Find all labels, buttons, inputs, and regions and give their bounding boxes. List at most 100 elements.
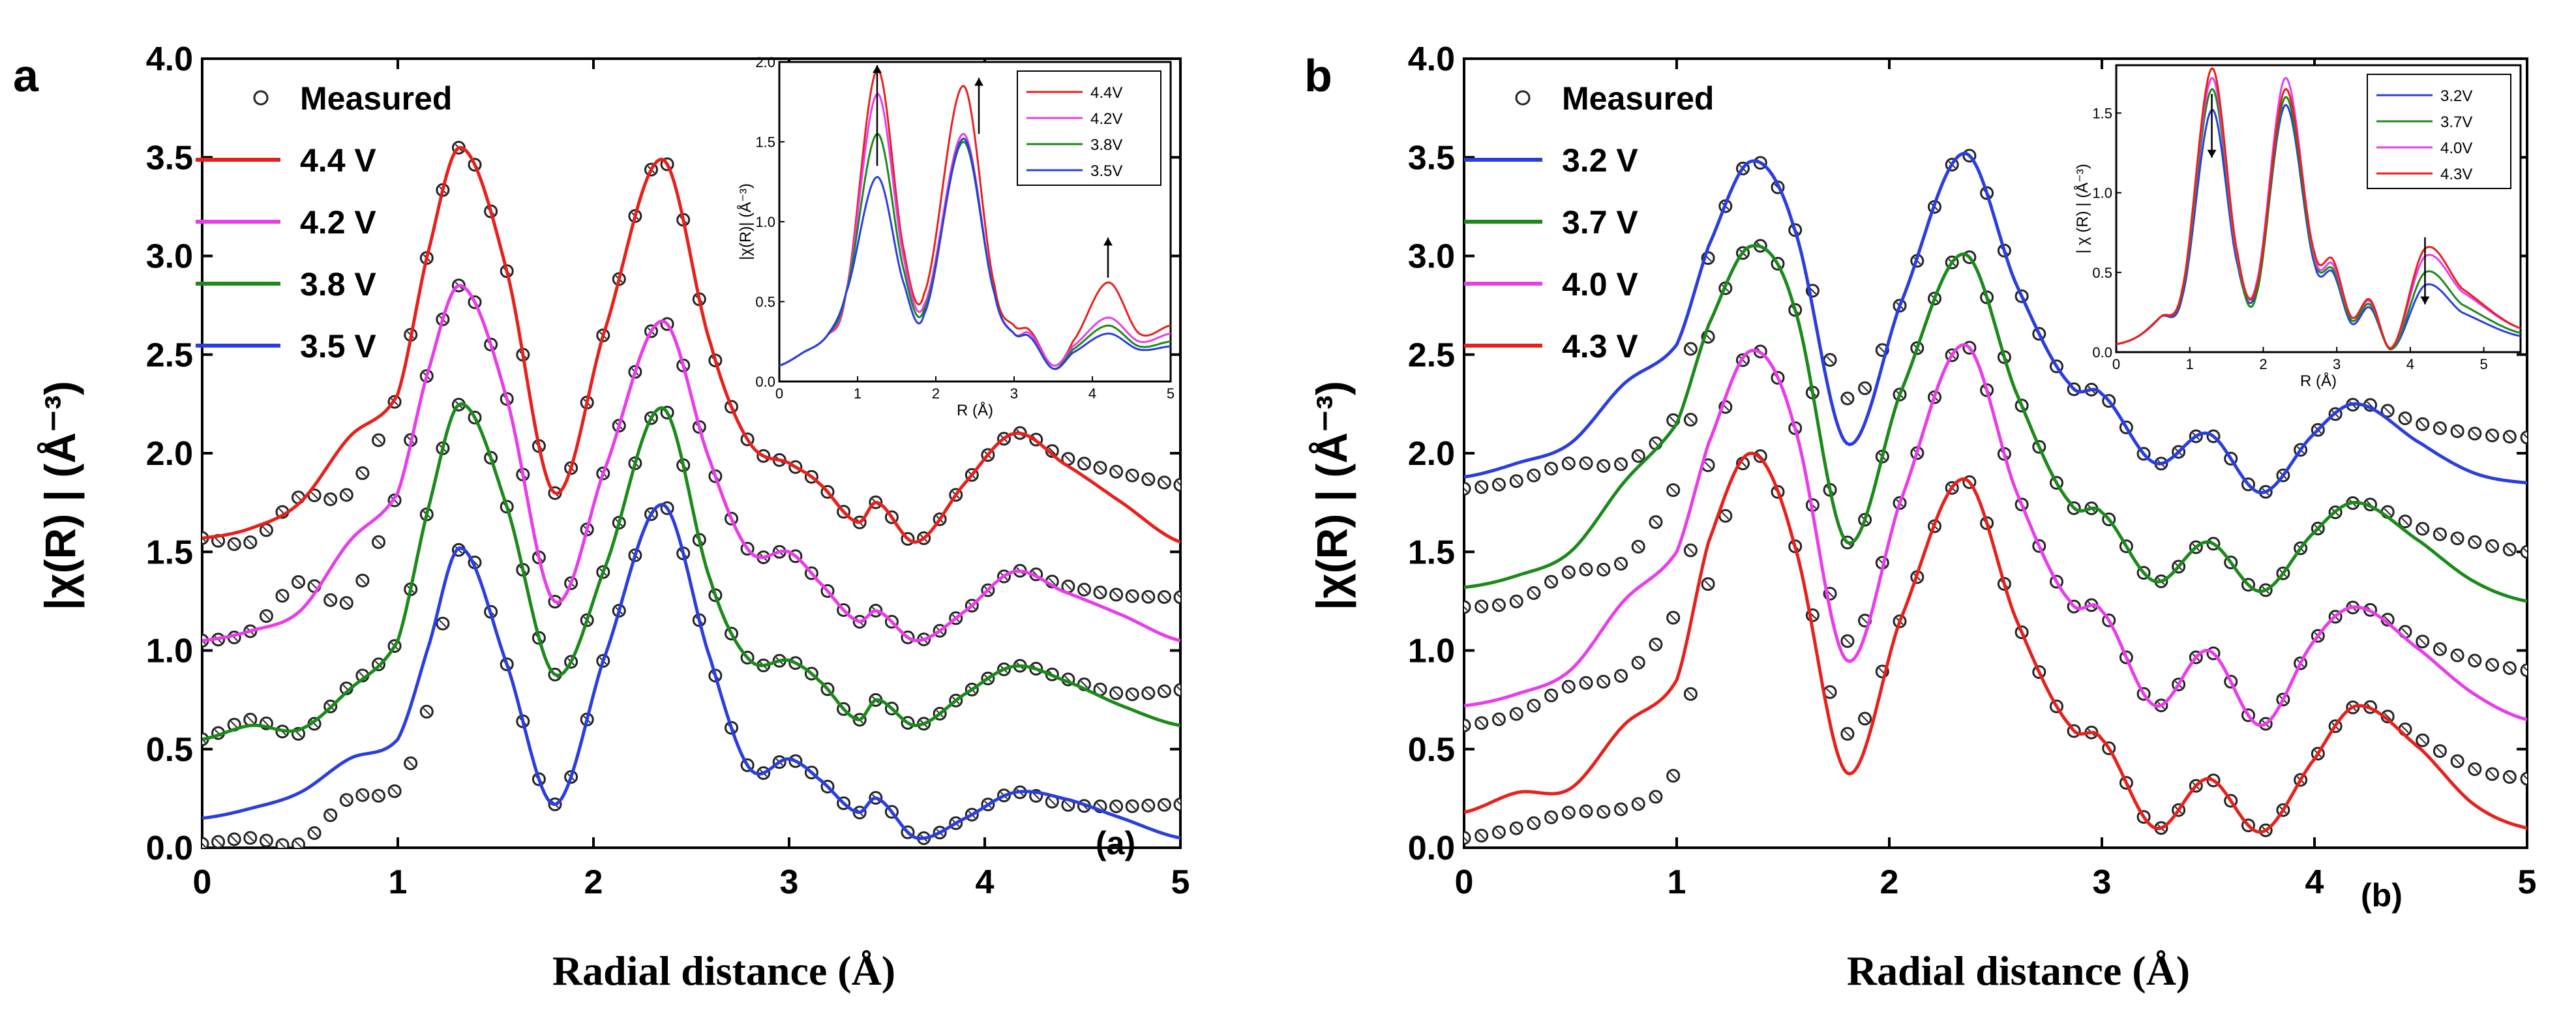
inset-legend-label: 3.7V <box>2440 113 2472 131</box>
measured-point-cross <box>1582 565 1590 573</box>
inset-x-tick-label: 0 <box>775 385 783 402</box>
inset-line-3-2V <box>2116 104 2521 351</box>
measured-point <box>1464 481 1471 496</box>
measured-point-cross <box>294 578 303 586</box>
measured-point-cross <box>342 796 351 804</box>
measured-point-cross <box>1478 719 1486 727</box>
measured-point-cross <box>2436 530 2444 538</box>
inset-x-tick-label: 1 <box>854 385 861 402</box>
panel-a-plot-area: 0 1 2 3 4 50.00.51.01.52.02.53.03.54.0Measure… <box>146 40 1190 901</box>
y-tick-label: 4.0 <box>146 40 193 78</box>
inset-x-tick-label: 2 <box>2259 356 2267 372</box>
measured-point-cross <box>1048 798 1056 806</box>
inset-legend-label: 3.8V <box>1090 136 1122 154</box>
measured-point-cross <box>262 719 271 728</box>
fit-line-4-0V <box>1464 343 2527 727</box>
measured-point-cross <box>1582 459 1590 468</box>
measured-point-cross <box>1617 560 1625 568</box>
measured-point-cross <box>1512 824 1520 832</box>
measured-point-cross <box>2418 525 2427 533</box>
inset-x-tick-label: 4 <box>2406 356 2414 372</box>
measured-point-cross <box>247 715 254 724</box>
series-3-2V <box>1464 149 2527 499</box>
panel-b-tag: (b) <box>2361 877 2403 914</box>
inset-x-tick-label: 5 <box>2480 356 2488 372</box>
measured-point-cross <box>342 599 351 607</box>
measured-point-cross <box>1160 479 1169 486</box>
measured-point-cross <box>2453 757 2461 766</box>
inset-line-4-3V <box>2116 67 2521 350</box>
measured-point-cross <box>1176 800 1180 805</box>
measured-point-cross <box>2401 414 2409 423</box>
measured-point-cross <box>1145 689 1152 697</box>
measured-point <box>2520 663 2527 678</box>
measured-point-cross <box>1686 690 1695 698</box>
measured-point-cross <box>2506 432 2513 441</box>
y-tick-label: 3.5 <box>146 139 193 177</box>
x-tick-label: 1 <box>389 863 408 901</box>
measured-point-cross <box>1669 614 1677 621</box>
y-tick-label: 3.0 <box>146 238 193 276</box>
measured-point-cross <box>1112 802 1120 811</box>
measured-point-cross <box>1652 793 1660 801</box>
measured-point <box>292 837 305 848</box>
measured-point-cross <box>1686 415 1695 424</box>
inset-y-tick-label: 1.5 <box>2092 105 2112 121</box>
measured-point-cross <box>1478 603 1486 610</box>
measured-point-cross <box>1176 593 1180 599</box>
measured-point-cross <box>214 537 222 545</box>
measured-point-cross <box>1530 589 1538 597</box>
inset-legend-label: 4.0V <box>2440 140 2472 157</box>
measured-point-cross <box>2418 420 2427 428</box>
measured-point-cross <box>1530 471 1538 479</box>
legend-measured-label: Measured <box>300 80 452 117</box>
series-3-8V <box>202 398 1180 747</box>
inset-series-layer <box>2116 67 2521 351</box>
measured-point-cross <box>1669 416 1677 425</box>
inset-y-tick-label: 0.0 <box>755 374 775 390</box>
inset-x-tick-label: 0 <box>2112 356 2120 372</box>
x-tick-label: 3 <box>2093 863 2112 901</box>
measured-point-cross <box>2523 666 2527 672</box>
y-tick-label: 2.0 <box>1408 435 1455 473</box>
measured-point-cross <box>1600 678 1608 686</box>
measured-point-cross <box>1048 447 1056 455</box>
measured-point-cross <box>1669 486 1677 494</box>
measured-point-cross <box>2471 430 2479 438</box>
measured-point-cross <box>1145 801 1152 810</box>
measured-point-cross <box>359 791 367 799</box>
measured-point-cross <box>1634 452 1642 460</box>
measured-point <box>1173 477 1180 492</box>
measured-point-cross <box>1547 813 1555 822</box>
inset-x-tick-label: 5 <box>1167 385 1175 402</box>
measured-point <box>1173 798 1180 811</box>
measured-point-cross <box>294 841 303 848</box>
legend-label: 3.2 V <box>1562 142 1638 179</box>
inset-x-axis-title: R (Å) <box>957 401 993 419</box>
measured-point-cross <box>391 787 398 795</box>
inset-series-layer <box>779 68 1171 370</box>
measured-point-cross <box>2471 657 2479 665</box>
measured-point-cross <box>202 738 206 743</box>
measured-point-cross <box>1844 730 1851 738</box>
inset-y-tick-label: 1.5 <box>755 134 775 151</box>
measured-point-cross <box>1686 546 1695 554</box>
measured-point <box>1464 831 1471 845</box>
measured-point-cross <box>2401 517 2409 526</box>
legend-label: 3.8 V <box>300 266 376 303</box>
measured-point-cross <box>1128 592 1136 600</box>
inset-y-tick-label: 1.0 <box>2092 185 2112 202</box>
measured-point-cross <box>1600 808 1608 816</box>
inset-x-tick-label: 3 <box>2333 356 2341 372</box>
inset-legend-box <box>1017 70 1161 186</box>
measured-point-cross <box>1478 831 1486 840</box>
measured-point-cross <box>359 576 367 584</box>
y-tick-label: 1.0 <box>1408 633 1455 670</box>
measured-point-cross <box>1686 345 1695 353</box>
inset: 0 1 2 3 4 5 0.0 0.5 1.0 1.5 R (Å) | χ (R) | (Å⁻³) 3.… <box>2073 64 2522 390</box>
measured-point-cross <box>2488 542 2496 550</box>
measured-point-cross <box>1861 384 1869 393</box>
measured-point-cross <box>1617 672 1625 680</box>
legend: Measured 4.4 V 4.2 V 3.8 V 3.5 V <box>196 80 452 365</box>
measured-point-cross <box>1512 597 1520 606</box>
